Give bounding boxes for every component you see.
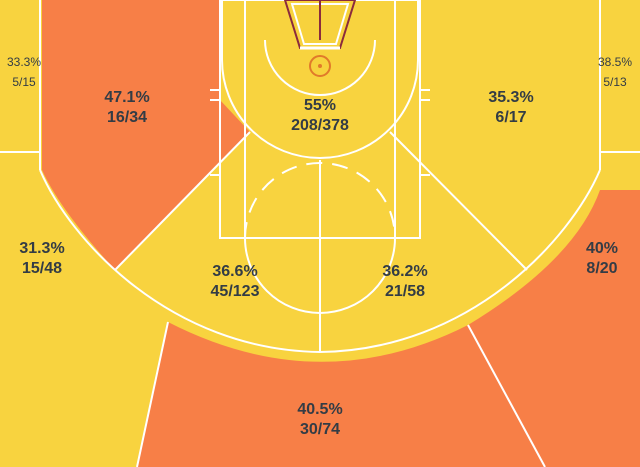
label-right-baseline-midrange-pct: 35.3%: [488, 89, 533, 106]
label-left-elbow-midrange-made: 45/123: [211, 283, 260, 300]
zone-left-baseline-midrange: [42, 0, 250, 270]
label-left-wing-three-pct: 31.3%: [19, 240, 64, 257]
zone-right-wing-three: [468, 190, 640, 467]
basket-icon: [283, 0, 357, 77]
label-right-elbow-midrange-pct: 36.2%: [382, 263, 427, 280]
zone-labels: 33.3% 5/15 47.1% 16/34 55% 208/378 35.3%…: [7, 55, 632, 438]
label-right-wing-three-pct: 40%: [586, 240, 618, 257]
label-left-corner-three-pct: 33.3%: [7, 55, 41, 69]
label-right-elbow-midrange-made: 21/58: [385, 283, 425, 300]
label-restricted-paint-made: 208/378: [291, 117, 349, 134]
label-right-corner-three-pct: 38.5%: [598, 55, 632, 69]
label-left-wing-three-made: 15/48: [22, 260, 62, 277]
label-right-wing-three-made: 8/20: [586, 260, 617, 277]
label-left-baseline-midrange-pct: 47.1%: [104, 89, 149, 106]
label-top-of-key-three-made: 30/74: [300, 421, 340, 438]
label-right-corner-three-made: 5/13: [603, 75, 627, 89]
zone-top-of-key-three: [137, 322, 545, 467]
label-restricted-paint-pct: 55%: [304, 97, 336, 114]
label-left-elbow-midrange-pct: 36.6%: [212, 263, 257, 280]
label-right-baseline-midrange-made: 6/17: [495, 109, 526, 126]
label-left-baseline-midrange-made: 16/34: [107, 109, 147, 126]
label-top-of-key-three-pct: 40.5%: [297, 401, 342, 418]
label-left-corner-three-made: 5/15: [12, 75, 36, 89]
zone-fills: [42, 0, 640, 467]
